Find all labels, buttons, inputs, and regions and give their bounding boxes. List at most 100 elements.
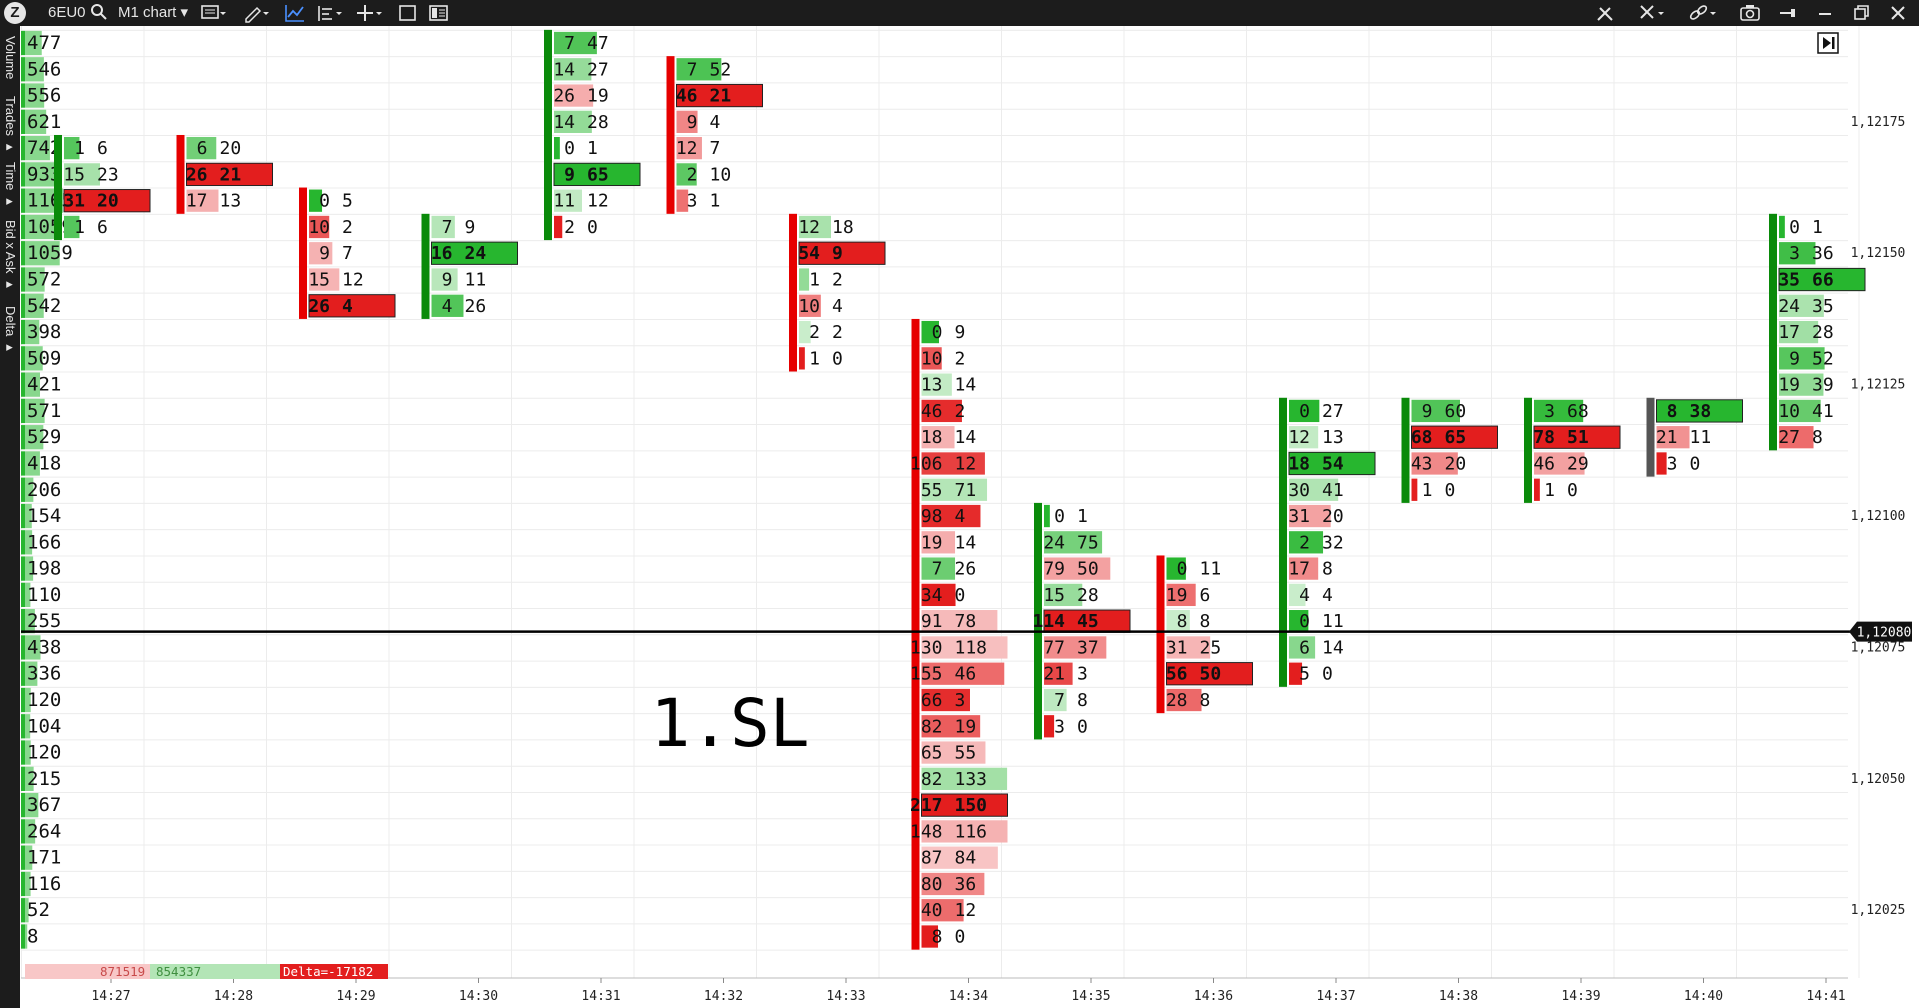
skip-to-end-icon[interactable] (1817, 32, 1839, 54)
symbol-label[interactable]: 6EU0 (48, 4, 86, 21)
window-icon[interactable] (398, 3, 418, 23)
time-axis-label: 14:38 (1439, 989, 1478, 1004)
layout-icon[interactable] (428, 3, 450, 23)
volume-profile-bar (21, 109, 25, 134)
volume-profile-bar (25, 372, 41, 397)
footprint-bid-value: 40 (921, 900, 943, 921)
close-icon[interactable] (1888, 3, 1908, 23)
footprint-bid-value: 15 (63, 164, 85, 185)
footprint-ask-value: 14 (955, 532, 977, 553)
minimize-icon[interactable] (1815, 3, 1835, 23)
volume-profile-label: 438 (27, 636, 61, 658)
footprint-ask-value: 0 (1445, 480, 1456, 501)
footprint-cell (1411, 425, 1498, 449)
footprint-cell (554, 136, 560, 160)
footprint-cell (1044, 662, 1073, 685)
indicators-icon[interactable] (316, 3, 344, 23)
footprint-cell (431, 294, 464, 317)
footprint-cell (186, 189, 219, 212)
app-logo[interactable]: Z (4, 2, 26, 24)
volume-profile-bar (21, 188, 25, 213)
footprint-ask-value: 50 (1200, 664, 1222, 685)
footprint-bid-value: 0 (932, 322, 943, 343)
volume-profile-label: 933 (27, 163, 61, 185)
sidebar-tab-volume[interactable]: Volume ▸ (3, 36, 18, 80)
link-icon[interactable] (1688, 3, 1718, 23)
volume-profile-label: 166 (27, 531, 61, 553)
footprint-ask-value: 0 (1567, 480, 1578, 501)
restore-icon[interactable] (1852, 3, 1872, 23)
footprint-ask-value: 0 (955, 927, 966, 948)
footprint-bid-value: 80 (921, 874, 943, 895)
footprint-cell (1289, 531, 1324, 554)
crosshair-add-icon[interactable] (356, 3, 384, 23)
chart-type-dropdown[interactable]: M1 chart ▾ (118, 4, 189, 21)
time-axis-label: 14:29 (336, 989, 375, 1004)
footprint-cell (1289, 662, 1303, 685)
footprint-ask-value: 13 (220, 191, 242, 212)
chart-settings-icon[interactable] (200, 3, 226, 23)
footprint-cell (1779, 320, 1819, 344)
footprint-cell (798, 241, 886, 265)
skip-to-end-bar (1832, 37, 1835, 49)
footprint-cell (1044, 636, 1107, 659)
footprint-cell (1166, 662, 1253, 686)
footprint-cell (1534, 478, 1540, 501)
footprint-ask-value: 45 (1077, 611, 1099, 632)
volume-profile-bar (25, 30, 42, 56)
volume-profile-label: 215 (27, 768, 61, 790)
sidebar-tab-time[interactable]: Time ▸ (3, 162, 18, 210)
footprint-ask-value: 51 (1567, 427, 1589, 448)
footprint-cell (1044, 557, 1111, 580)
time-axis-label: 14:34 (949, 989, 988, 1004)
footprint-cell (1044, 583, 1083, 607)
candle-body (666, 56, 675, 214)
volume-profile-bar (25, 582, 31, 608)
footprint-bid-value: 0 (1177, 559, 1188, 580)
footprint-ask-value: 9 (832, 243, 843, 264)
footprint-cell (431, 215, 455, 239)
candle-body (421, 213, 430, 319)
volume-profile-bar (25, 214, 60, 240)
footprint-bid-value: 26 (308, 296, 330, 317)
volume-profile-bar (21, 267, 25, 292)
footprint-ask-value: 20 (220, 138, 242, 159)
footprint-cell (921, 399, 962, 423)
footprint-bid-value: 0 (1299, 611, 1310, 632)
volume-profile-bar (25, 451, 40, 476)
footprint-bid-value: 11 (553, 191, 575, 212)
footprint-cell (1289, 399, 1320, 423)
volume-profile-label: 421 (27, 374, 61, 396)
footprint-ask-value: 12 (955, 900, 977, 921)
footprint-cell (676, 58, 722, 81)
volume-profile-bar (21, 871, 25, 897)
time-axis-label: 14:33 (826, 989, 865, 1004)
footprint-cell (1779, 294, 1824, 317)
search-icon[interactable] (90, 3, 108, 23)
footprint-bid-value: 4 (1299, 585, 1310, 606)
time-axis-label: 14:32 (704, 989, 743, 1004)
time-axis-label: 14:36 (1194, 989, 1233, 1004)
footprint-ask-value: 25 (1200, 637, 1222, 658)
camera-icon[interactable] (1740, 3, 1760, 23)
pin-icon[interactable] (1778, 3, 1798, 23)
volume-profile-bar (21, 425, 25, 450)
volume-profile-bar (25, 135, 50, 161)
volume-profile-label: 542 (27, 295, 61, 317)
footprint-ask-value: 50 (1077, 559, 1099, 580)
sidebar-tab-bid-x-ask[interactable]: Bid x Ask ▸ (3, 219, 18, 293)
volume-profile-bar (21, 556, 25, 581)
pencil-icon[interactable] (243, 3, 269, 23)
footprint-bid-value: 7 (1054, 690, 1065, 711)
current-price-label: 1,12080 (1857, 626, 1912, 641)
line-chart-icon[interactable] (284, 3, 306, 23)
footprint-bid-value: 82 (921, 716, 943, 737)
sidebar-tab-delta[interactable]: Delta ▸ (3, 305, 18, 355)
cursor-icon[interactable] (1638, 3, 1666, 23)
footprint-ask-value: 0 (955, 585, 966, 606)
footprint-bid-value: 46 (1533, 453, 1555, 474)
tools-icon[interactable] (1595, 3, 1615, 23)
sidebar-tab-trades[interactable]: Trades ▸ (3, 95, 18, 155)
